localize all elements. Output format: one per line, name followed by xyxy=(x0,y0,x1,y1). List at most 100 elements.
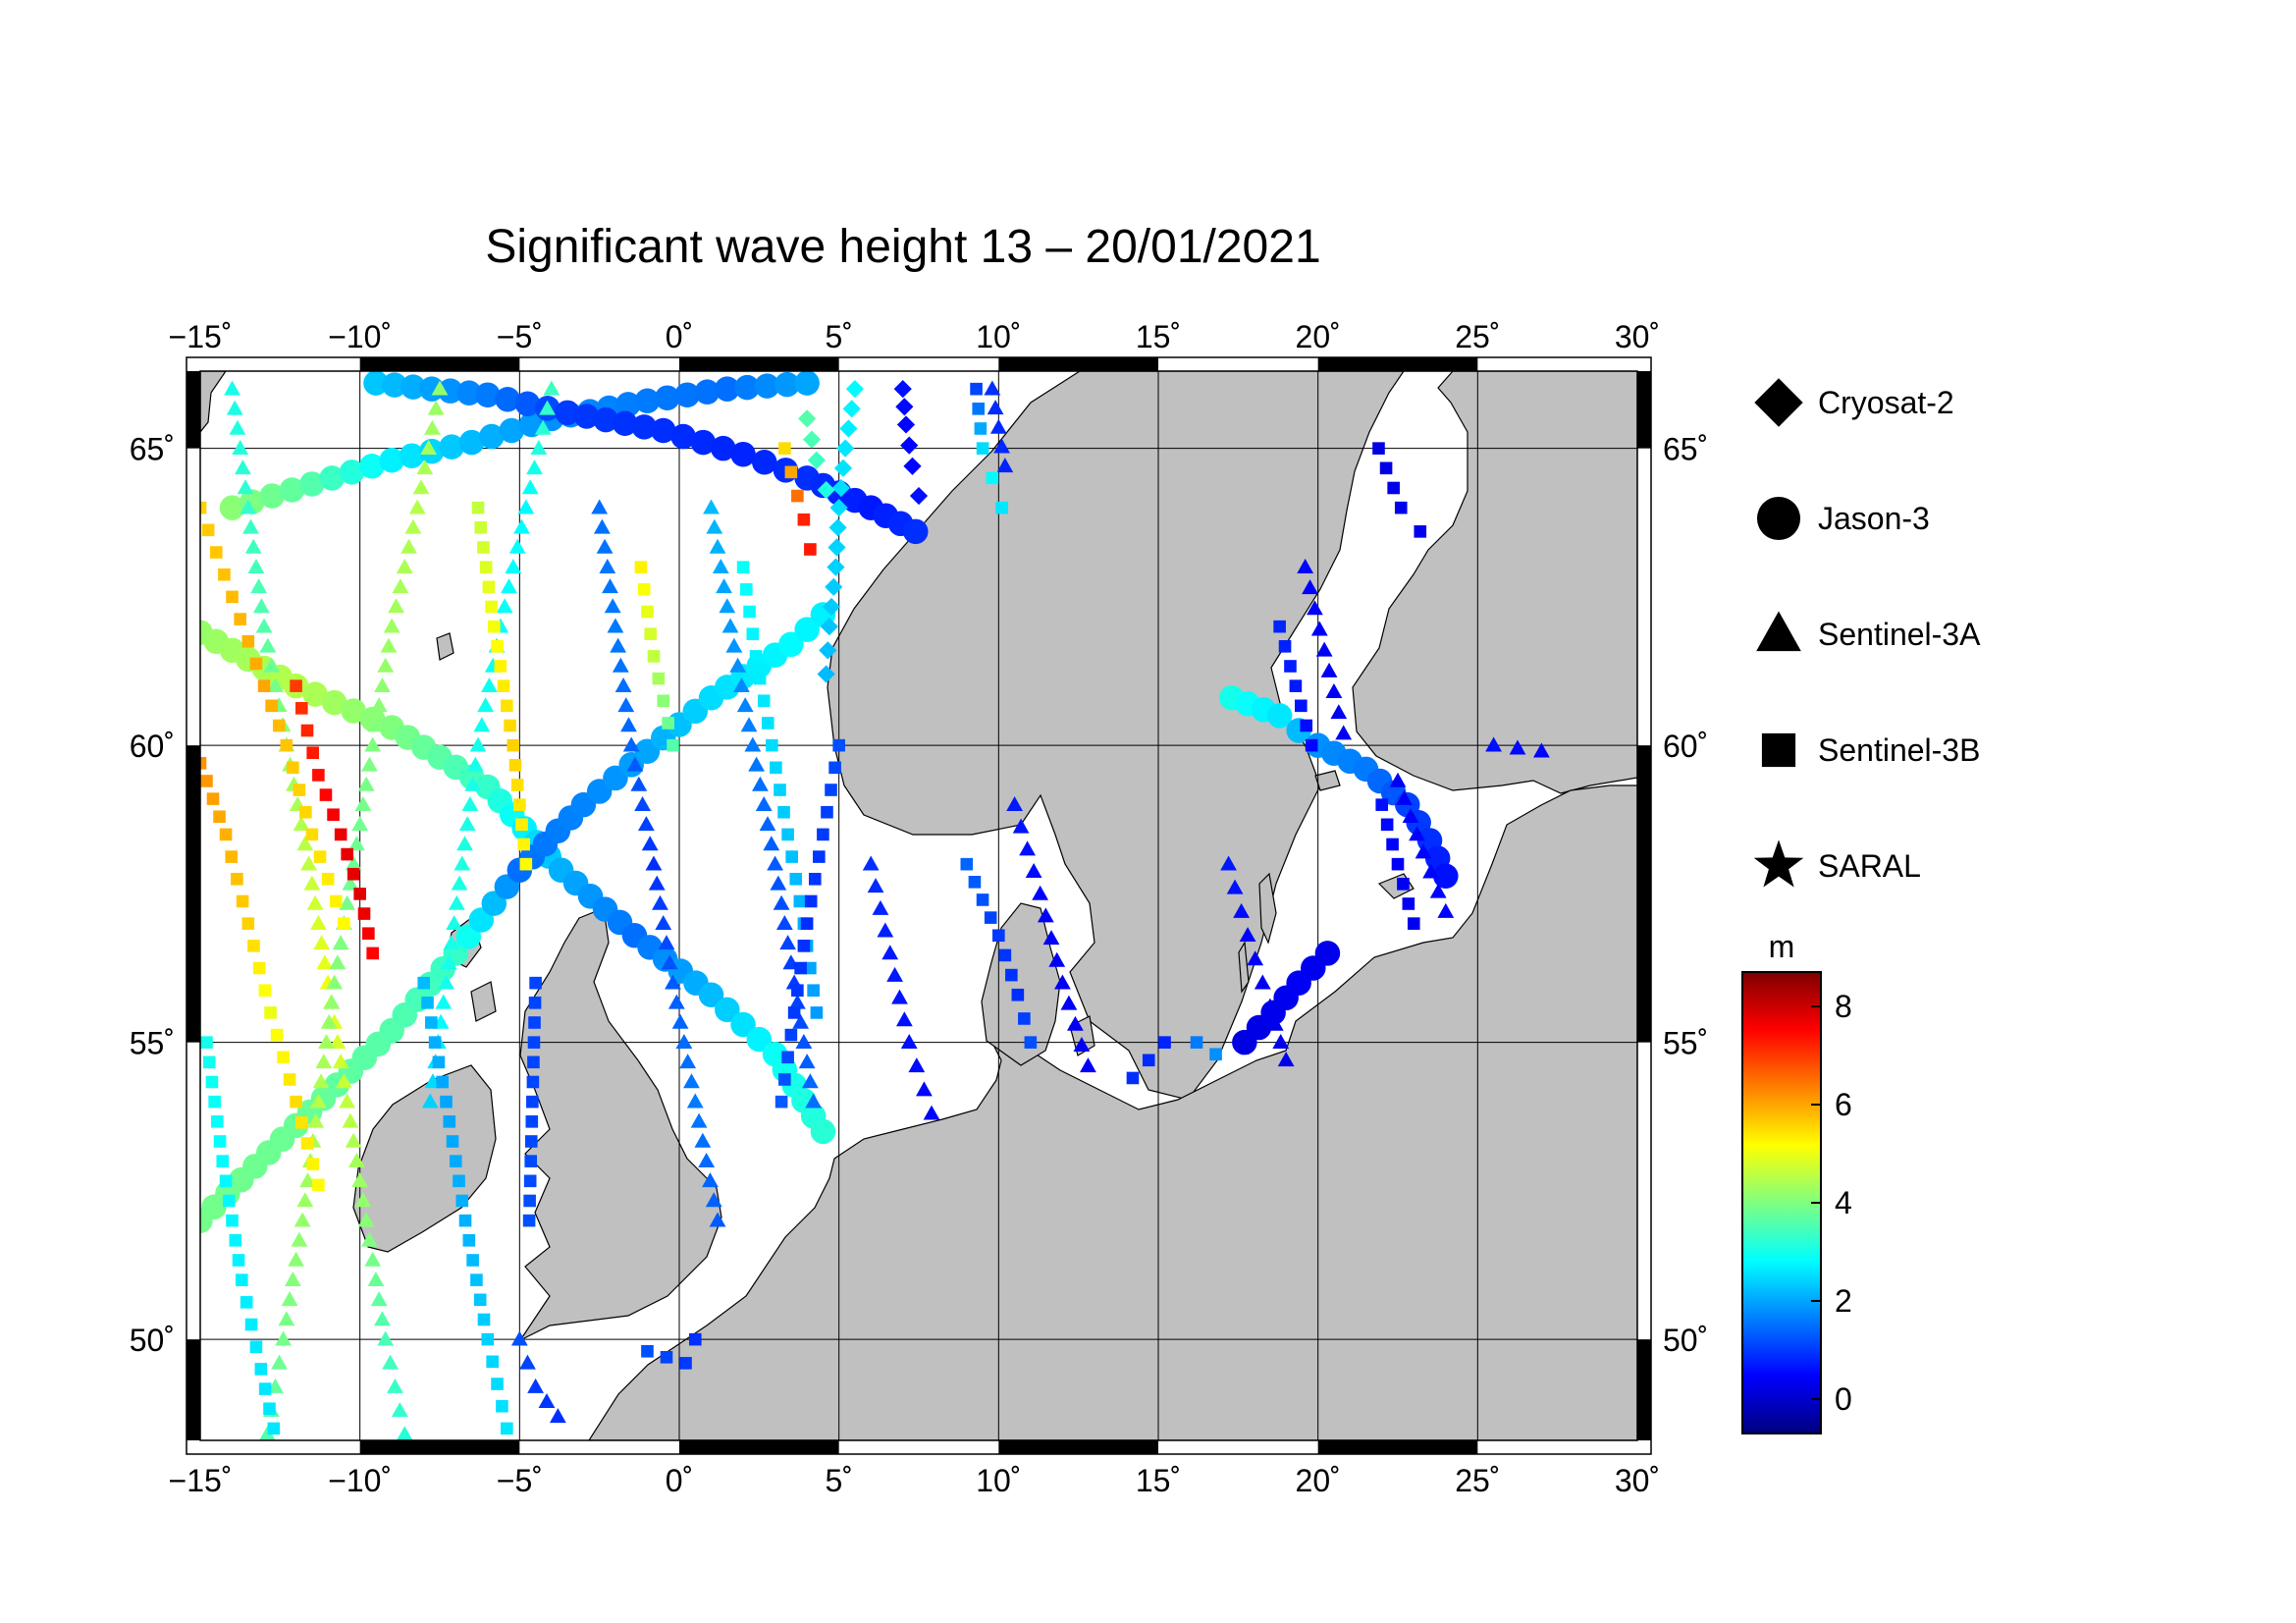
track-point xyxy=(1397,878,1410,891)
frame-bar-right xyxy=(1637,1339,1651,1440)
track-point xyxy=(746,1026,773,1053)
track-sentinel-3b xyxy=(1190,1036,1222,1061)
track-point xyxy=(477,1313,491,1326)
track-point xyxy=(543,380,561,396)
track-point xyxy=(998,948,1012,962)
track-point xyxy=(1277,1052,1295,1067)
track-point xyxy=(514,391,541,417)
track-sentinel-3b xyxy=(200,757,325,1192)
track-point xyxy=(710,435,736,461)
track-sentinel-3a xyxy=(510,1330,566,1424)
track-point xyxy=(754,373,780,399)
track-point xyxy=(400,374,426,400)
track-point xyxy=(820,618,839,636)
track-sentinel-3b xyxy=(471,501,533,871)
track-point xyxy=(265,699,278,713)
track-point xyxy=(427,400,445,415)
track-point xyxy=(767,855,783,871)
track-point xyxy=(804,543,817,556)
land-faroe xyxy=(436,632,454,661)
track-point xyxy=(992,929,1005,943)
track-point xyxy=(671,1013,689,1029)
land-denmark xyxy=(981,902,1061,1066)
track-point xyxy=(377,1330,395,1346)
track-point xyxy=(775,914,793,930)
track-point xyxy=(872,899,889,915)
lon-tick-label-top: −10˚ xyxy=(328,319,392,354)
land-gotland xyxy=(1258,872,1277,945)
track-point xyxy=(482,580,496,594)
track-point xyxy=(291,1231,308,1247)
lon-tick-label-bottom: −5˚ xyxy=(497,1463,543,1498)
track-point xyxy=(234,460,251,475)
track-point xyxy=(630,776,648,791)
track-point xyxy=(785,850,798,863)
track-point xyxy=(1012,818,1030,834)
track-point xyxy=(908,1057,926,1073)
track-point xyxy=(357,1212,375,1227)
track-sentinel-3b xyxy=(290,679,379,960)
track-point xyxy=(733,676,750,692)
track-point xyxy=(316,954,334,970)
track-point xyxy=(1429,883,1447,898)
track-point xyxy=(1387,481,1400,495)
track-point xyxy=(510,779,524,791)
legend-item-triangle: Sentinel-3A xyxy=(1756,611,1981,652)
track-point xyxy=(205,1075,219,1089)
track-point xyxy=(916,1081,933,1097)
track-point xyxy=(367,1271,385,1286)
track-point xyxy=(244,538,262,554)
track-sentinel-3b xyxy=(1372,442,1427,538)
track-point xyxy=(730,1011,756,1038)
track-point xyxy=(236,894,249,908)
track-point xyxy=(522,1214,536,1227)
track-point xyxy=(749,650,763,663)
track-point xyxy=(508,538,526,554)
lon-tick-label-bottom: 30˚ xyxy=(1615,1463,1660,1498)
track-point xyxy=(641,605,654,619)
track-point xyxy=(984,380,1001,396)
track-point xyxy=(508,759,522,772)
legend-label: SARAL xyxy=(1818,848,1921,884)
track-point xyxy=(862,855,880,871)
lat-tick-label-left: 65˚ xyxy=(130,432,175,467)
track-point xyxy=(247,558,265,573)
track-point xyxy=(299,1172,316,1188)
track-point xyxy=(294,702,308,715)
track-point xyxy=(674,382,700,407)
track-point xyxy=(644,627,658,641)
track-point xyxy=(808,872,822,886)
track-point xyxy=(517,838,530,851)
track-point xyxy=(382,372,407,398)
track-point xyxy=(972,403,986,415)
track-point xyxy=(231,872,243,886)
track-point xyxy=(804,894,818,908)
track-point xyxy=(665,974,681,990)
track-point xyxy=(458,1214,472,1227)
track-sentinel-3a xyxy=(1389,772,1455,918)
track-point xyxy=(744,736,762,752)
track-point xyxy=(753,672,767,685)
track-point xyxy=(1302,579,1318,595)
track-point xyxy=(1409,826,1425,841)
track-point xyxy=(620,717,637,732)
lon-tick-label-top: −5˚ xyxy=(497,319,543,354)
track-sentinel-3b xyxy=(634,561,679,752)
track-point xyxy=(1158,1036,1171,1049)
track-sentinel-3b xyxy=(1273,620,1318,752)
track-jason-3 xyxy=(1232,941,1341,1055)
track-point xyxy=(242,518,259,534)
track-point xyxy=(877,922,894,938)
track-point xyxy=(339,1093,356,1109)
track-point xyxy=(420,439,438,455)
track-point xyxy=(481,1332,495,1346)
frame-bar-top xyxy=(998,357,1158,371)
track-point xyxy=(323,994,341,1009)
frame-bar-top xyxy=(679,357,839,371)
track-point xyxy=(995,501,1008,514)
track-point xyxy=(788,994,806,1009)
track-point xyxy=(455,1194,469,1208)
track-point xyxy=(408,499,426,514)
track-point xyxy=(705,1192,722,1208)
